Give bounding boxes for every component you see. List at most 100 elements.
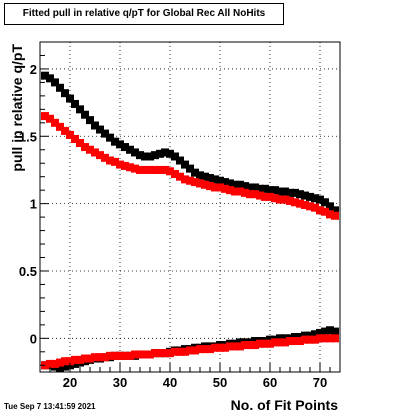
data-point <box>201 345 209 354</box>
data-point <box>326 210 334 219</box>
data-point <box>231 180 239 189</box>
data-point <box>171 347 179 356</box>
data-point <box>71 134 79 143</box>
data-point <box>76 355 84 364</box>
data-point <box>166 149 174 158</box>
data-point <box>116 351 124 360</box>
data-point <box>76 139 84 148</box>
data-point <box>281 334 289 343</box>
data-point <box>236 180 244 189</box>
data-point <box>171 170 179 178</box>
data-point <box>316 334 324 343</box>
data-point <box>241 182 249 191</box>
data-point <box>306 192 314 201</box>
data-point <box>301 191 309 200</box>
data-point <box>206 182 214 191</box>
data-point <box>141 152 149 161</box>
data-point <box>51 359 59 368</box>
series-1 <box>41 71 339 215</box>
data-point <box>301 200 309 209</box>
data-point <box>231 187 239 196</box>
data-point <box>306 331 314 340</box>
data-point <box>216 176 224 185</box>
data-point <box>206 345 214 354</box>
data-point <box>121 351 129 360</box>
data-point <box>281 195 289 204</box>
data-point <box>151 165 159 174</box>
y-tick-label: 0 <box>30 331 37 346</box>
data-point <box>216 183 224 192</box>
data-point <box>81 110 89 119</box>
data-point <box>251 337 259 346</box>
data-point <box>166 167 174 176</box>
data-point <box>61 89 69 98</box>
data-point <box>281 338 289 347</box>
data-point <box>71 359 79 368</box>
data-point <box>206 174 214 183</box>
data-point <box>76 105 84 114</box>
data-point <box>246 341 254 350</box>
data-point <box>276 334 284 343</box>
data-point <box>156 149 164 158</box>
data-point <box>281 187 289 196</box>
data-point <box>331 211 339 220</box>
data-point <box>316 195 324 204</box>
data-point <box>71 99 79 108</box>
data-point <box>101 129 109 138</box>
data-point <box>181 175 189 184</box>
data-point <box>91 148 99 157</box>
x-tick-label: 50 <box>213 375 227 390</box>
data-point <box>326 326 334 335</box>
data-point <box>321 198 329 207</box>
data-point <box>181 347 189 356</box>
data-point <box>296 332 304 341</box>
data-point <box>111 157 119 166</box>
data-point <box>271 338 279 347</box>
data-point <box>111 137 119 146</box>
data-point <box>291 337 299 346</box>
data-point <box>196 179 204 188</box>
data-point <box>81 354 89 363</box>
data-point <box>171 152 179 161</box>
data-point <box>296 199 304 208</box>
data-point <box>296 190 304 199</box>
data-point <box>261 192 269 201</box>
data-point <box>251 183 259 192</box>
data-point <box>276 187 284 196</box>
data-point <box>136 151 144 160</box>
y-tick-label: 0.5 <box>19 264 37 279</box>
data-point <box>41 112 49 121</box>
data-point <box>226 342 234 351</box>
data-point <box>226 186 234 195</box>
data-point <box>276 338 284 347</box>
data-point <box>236 338 244 347</box>
data-point <box>221 184 229 193</box>
data-point <box>96 353 104 362</box>
data-point <box>186 346 194 355</box>
data-point <box>166 349 174 358</box>
data-point <box>311 335 319 344</box>
data-point <box>161 349 169 358</box>
data-point <box>186 176 194 185</box>
data-point <box>91 353 99 362</box>
data-point <box>126 163 134 172</box>
data-point <box>126 145 134 154</box>
data-point <box>156 165 164 174</box>
data-point <box>61 357 69 366</box>
data-point <box>176 347 184 356</box>
data-point <box>236 187 244 196</box>
data-point <box>71 355 79 364</box>
data-point <box>96 151 104 160</box>
data-point <box>131 148 139 157</box>
y-axis-title: pull in relative q/pT <box>9 44 25 172</box>
data-markers <box>41 71 339 372</box>
data-point <box>56 122 64 131</box>
data-point <box>231 342 239 351</box>
data-point <box>291 188 299 197</box>
data-point <box>121 161 129 170</box>
data-point <box>221 178 229 187</box>
data-point <box>111 351 119 360</box>
data-point <box>241 188 249 197</box>
series-4 <box>41 334 339 370</box>
